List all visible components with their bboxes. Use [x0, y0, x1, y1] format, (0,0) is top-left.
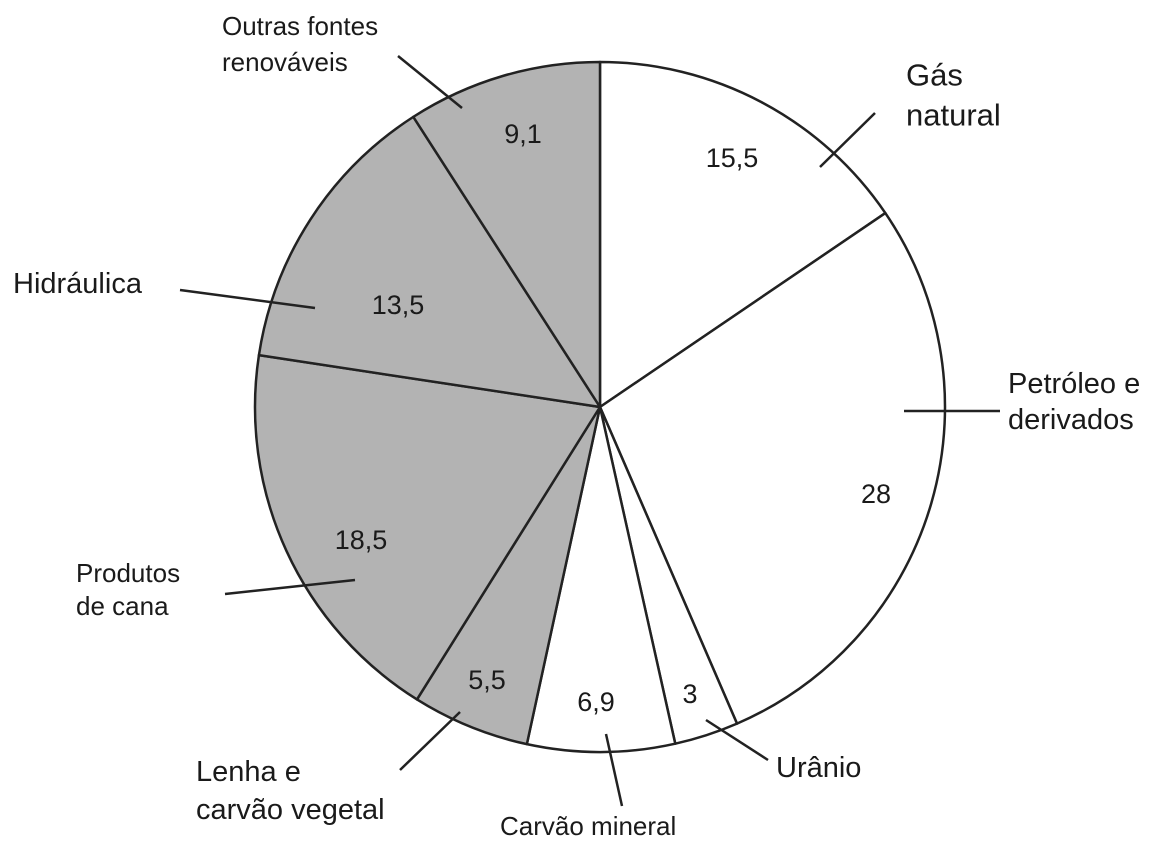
pie-slice-produtos-de-cana: [253, 353, 602, 701]
pie-slice-gas-natural: [598, 60, 887, 409]
category-label-petroleo-e-derivados: Petróleo e derivados: [1008, 368, 1140, 436]
leader-line-outras-fontes-renovaveis: [397, 55, 463, 109]
category-label-hidraulica: Hidráulica: [13, 268, 143, 300]
category-label-produtos-de-cana: Produtos de cana: [76, 558, 180, 621]
value-label-lenha-e-carvao-vegetal: 5,5: [468, 665, 506, 695]
value-label-gas-natural: 15,5: [706, 143, 759, 173]
leader-lines: [179, 55, 1000, 807]
pie-slice-outras-fontes-renovaveis: [412, 60, 602, 409]
value-label-produtos-de-cana: 18,5: [335, 525, 388, 555]
category-labels: Gás natural Petróleo e derivados Urânio Carvã…: [13, 11, 1140, 841]
value-label-uranio: 3: [682, 679, 697, 709]
category-label-lenha-e-carvao-vegetal: Lenha e carvão vegetal: [196, 756, 385, 826]
value-label-petroleo-e-derivados: 28: [861, 479, 891, 509]
value-label-carvao-mineral: 6,9: [577, 687, 615, 717]
pie-slice-hidraulica: [257, 115, 602, 409]
pie-slice-petroleo-e-derivados: [598, 211, 947, 725]
slices-layer: [253, 60, 947, 754]
category-label-outras-fontes-renovaveis: Outras fontes renováveis: [222, 11, 378, 77]
category-label-carvao-mineral: Carvão mineral: [500, 811, 676, 841]
category-label-gas-natural: Gás natural: [906, 58, 1001, 133]
value-label-hidraulica: 13,5: [372, 290, 425, 320]
value-label-outras-fontes-renovaveis: 9,1: [504, 119, 542, 149]
leader-line-produtos-de-cana: [224, 578, 356, 596]
leader-line-uranio: [705, 718, 769, 762]
pie-slice-carvao-mineral: [525, 405, 677, 754]
category-label-uranio: Urânio: [776, 752, 861, 784]
leader-line-carvao-mineral: [604, 733, 624, 807]
value-labels: 15,5 28 3 6,9 5,5 18,5 13,5 9,1: [335, 119, 891, 717]
leader-line-lenha-e-carvao-vegetal: [399, 711, 461, 771]
leader-line-hidraulica: [179, 288, 316, 310]
leader-line-gas-natural: [819, 112, 876, 168]
